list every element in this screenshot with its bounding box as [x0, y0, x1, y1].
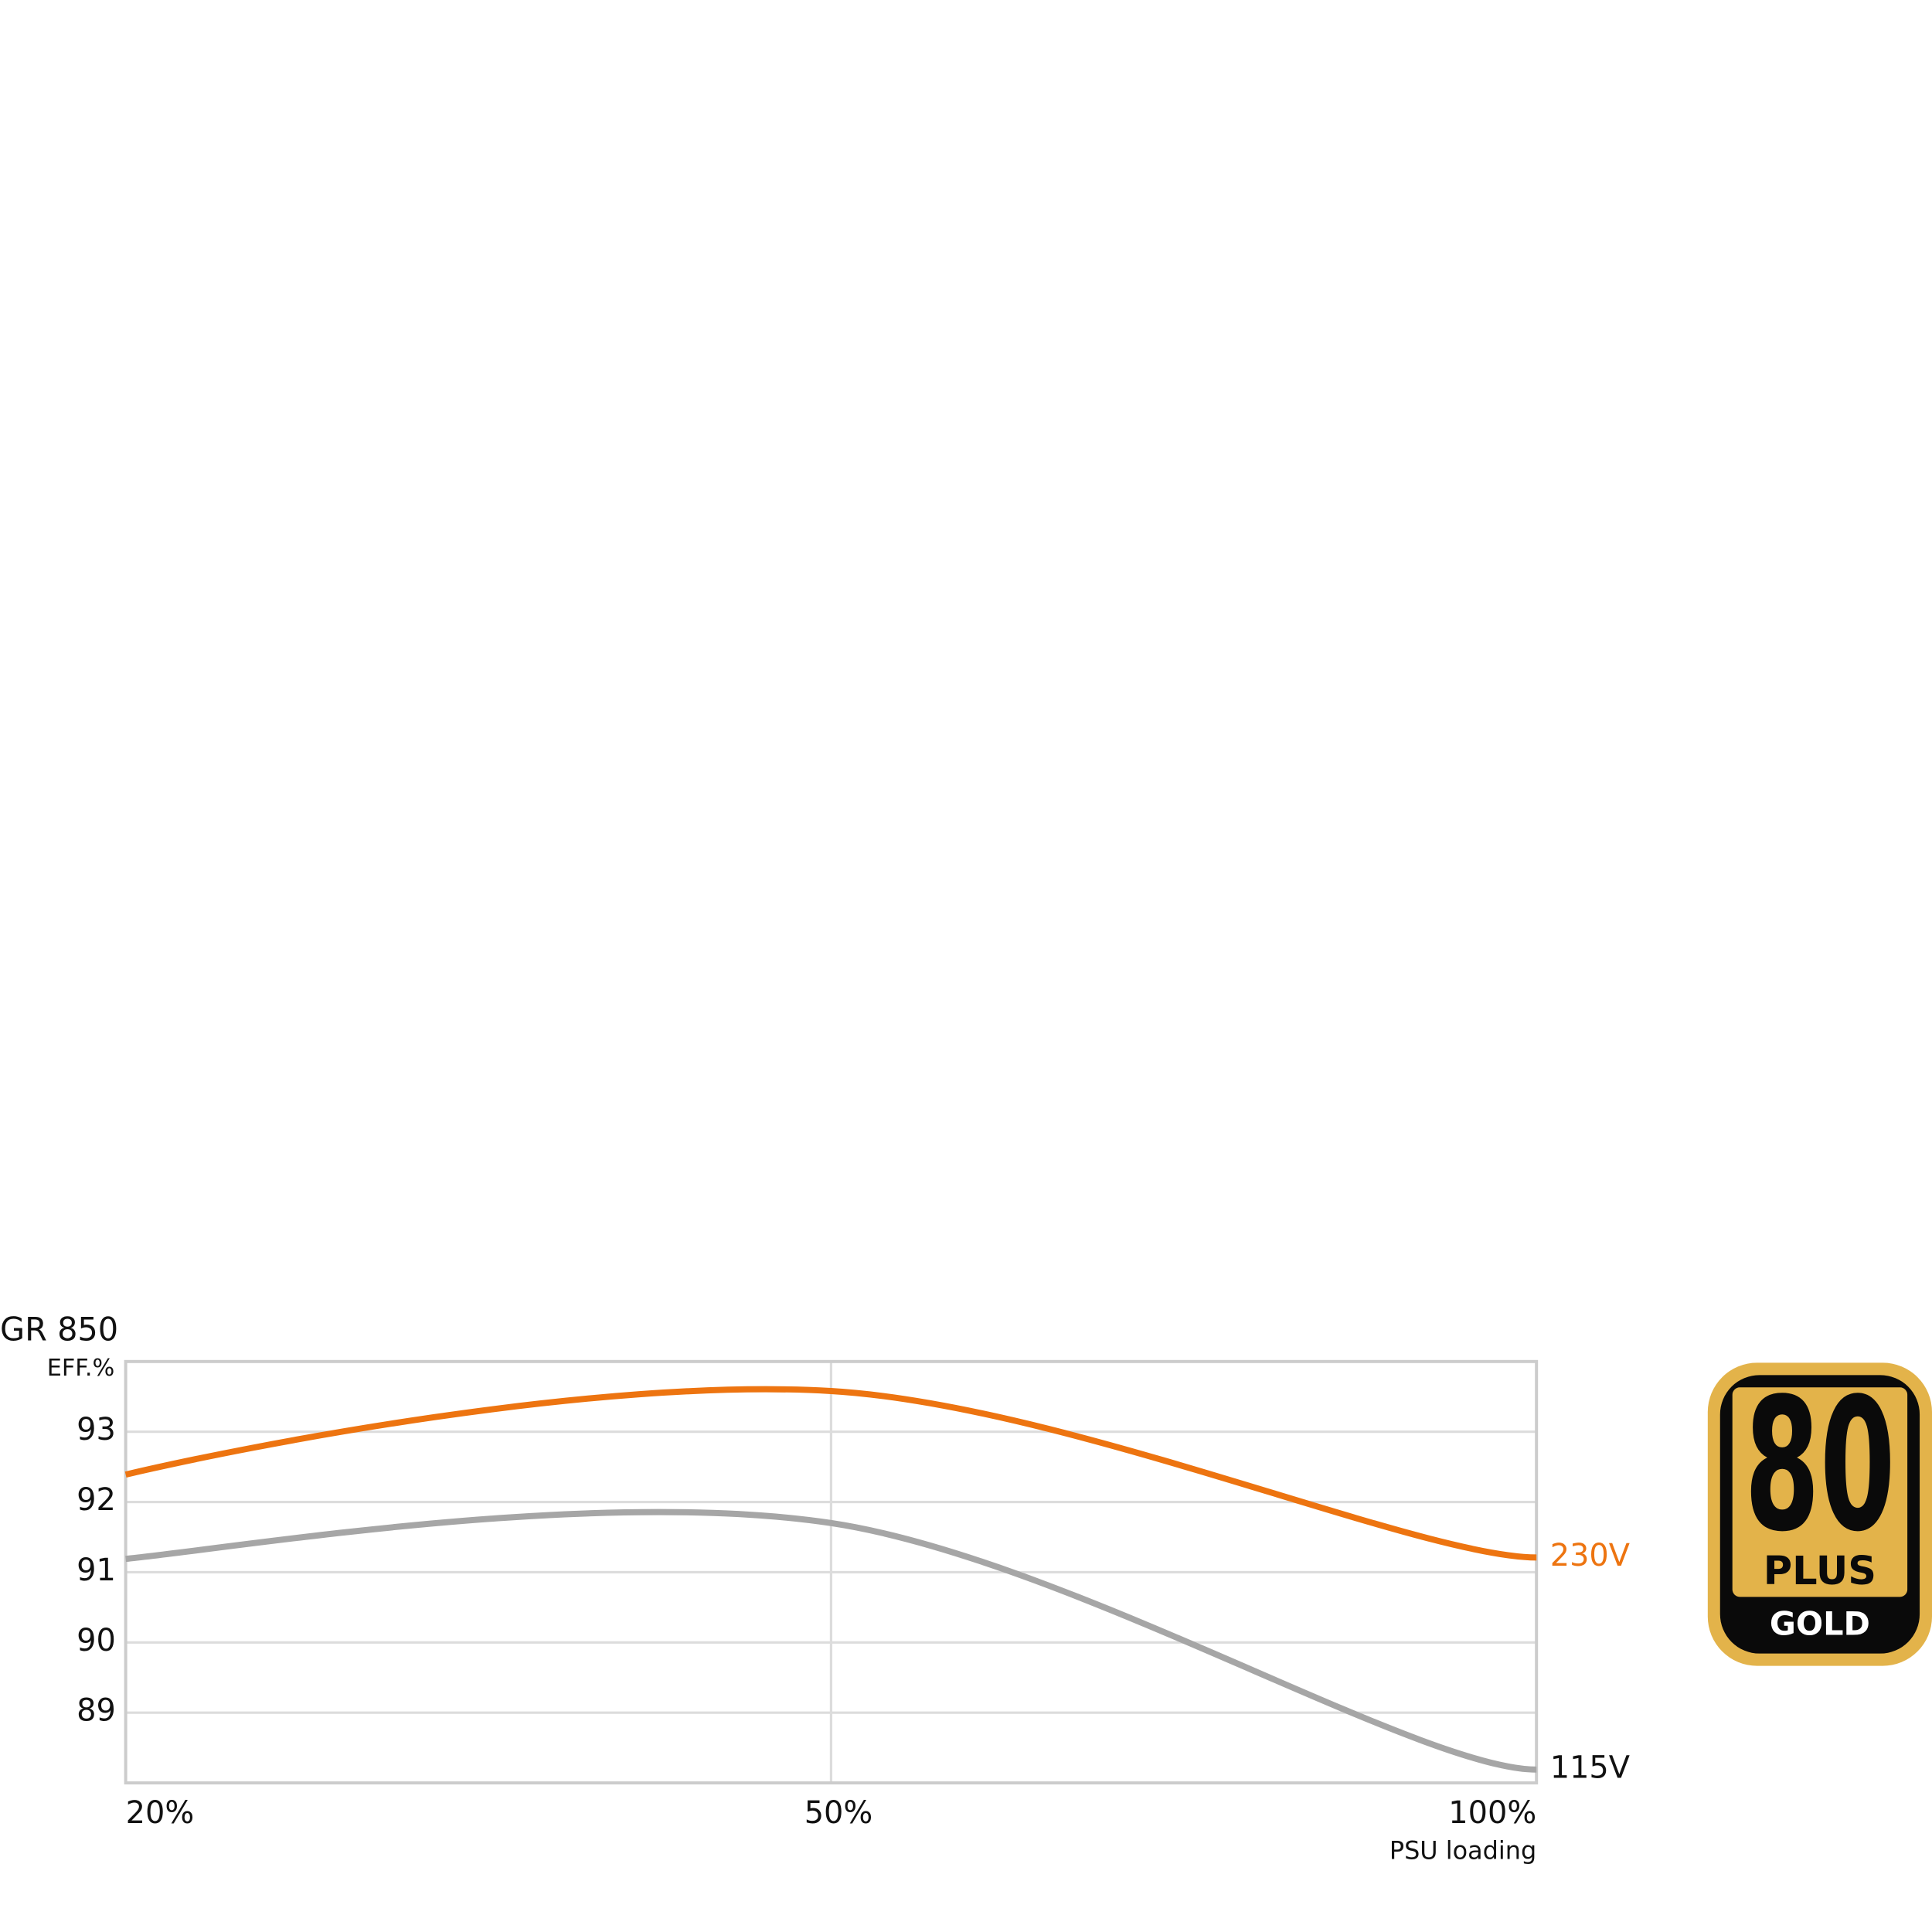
series-label: 230V — [1550, 1538, 1630, 1573]
x-tick-label: 20% — [126, 1795, 195, 1831]
y-tick-label: 91 — [77, 1553, 116, 1588]
badge-tier: GOLD — [1770, 1606, 1870, 1643]
series-line — [124, 1386, 1537, 1561]
series-line — [125, 1509, 1537, 1773]
badge-plus: PLUS — [1764, 1549, 1876, 1594]
badge-panel — [1732, 1387, 1908, 1597]
y-axis-label: EFF.% — [47, 1355, 115, 1382]
x-axis-label: PSU loading — [1389, 1835, 1536, 1865]
chart-title: GR 850 — [0, 1311, 118, 1349]
plot-frame — [124, 1359, 1539, 1785]
x-tick-label: 50% — [804, 1795, 873, 1831]
x-tick-label: 100% — [1448, 1795, 1536, 1831]
y-tick-label: 92 — [77, 1482, 116, 1518]
badge: 80 PLUS GOLD — [1707, 1359, 1932, 1666]
y-tick-label: 90 — [77, 1623, 116, 1658]
badge-number: 80 — [1744, 1359, 1895, 1572]
series-label: 115V — [1550, 1750, 1630, 1785]
y-tick-label: 93 — [77, 1412, 116, 1447]
y-tick-label: 89 — [77, 1693, 116, 1729]
